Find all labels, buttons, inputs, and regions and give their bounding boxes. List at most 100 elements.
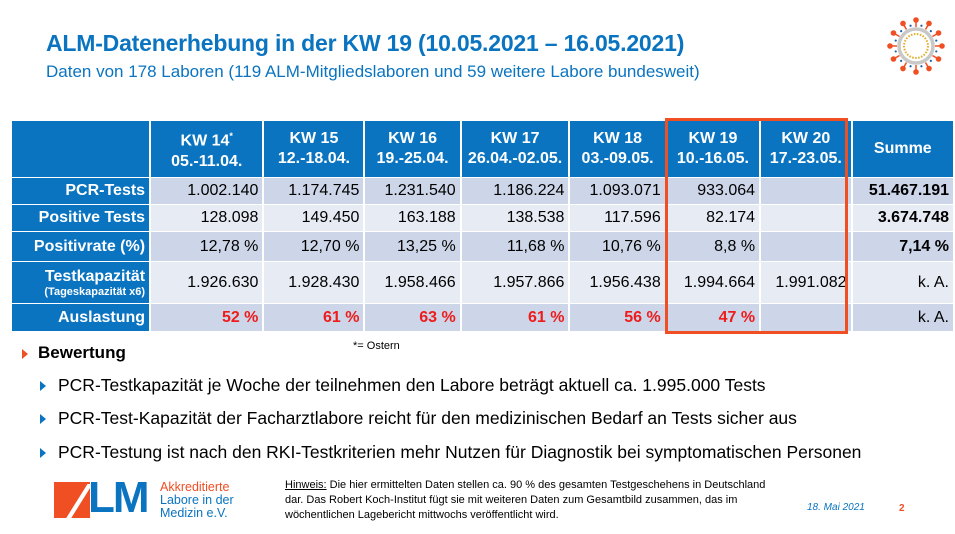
table-row-positive-tests: Positive Tests 128.098 149.450 163.188 1… <box>12 205 953 231</box>
table-cell: 10,76 % <box>570 232 665 261</box>
column-dates: 26.04.-02.05. <box>467 150 563 167</box>
table-cell: 52 % <box>151 304 263 331</box>
column-header-summe: Summe <box>852 121 953 177</box>
table-cell: 56 % <box>570 304 665 331</box>
table-corner-cell <box>12 121 150 177</box>
table-sum-cell: k. A. <box>852 304 953 331</box>
hint-note: Hinweis: Die hier ermittelten Daten stel… <box>285 478 785 523</box>
table-sum-cell: 3.674.748 <box>852 205 953 231</box>
table-row-testkapazitaet: Testkapazität (Tageskapazität x6) 1.926.6… <box>12 262 953 303</box>
logo-line-1: Akkreditierte <box>160 480 230 494</box>
orange-arrow-bullet-icon <box>22 348 28 359</box>
column-header-kw16: KW 16 19.-25.04. <box>365 121 460 177</box>
column-kw: KW 14 <box>180 132 230 150</box>
table-cell: 163.188 <box>365 205 460 231</box>
hint-text: Die hier ermittelten Daten stellen ca. 9… <box>285 479 766 521</box>
logo-letters: LM <box>88 473 150 522</box>
page-title: ALM-Datenerhebung in der KW 19 (10.05.20… <box>46 30 685 56</box>
table-cell: 13,25 % <box>365 232 460 261</box>
column-header-kw17: KW 17 26.04.-02.05. <box>461 121 569 177</box>
table-cell: 1.231.540 <box>365 178 460 204</box>
column-header-kw15: KW 15 12.-18.04. <box>264 121 364 177</box>
footnote-ostern: *= Ostern <box>353 340 400 352</box>
table-cell: 8,8 % <box>666 232 760 261</box>
table-cell <box>761 205 851 231</box>
table-cell <box>761 232 851 261</box>
blue-arrow-bullet-icon <box>40 448 46 459</box>
table-cell: 1.956.438 <box>570 262 665 303</box>
column-dates: 10.-16.05. <box>676 150 749 167</box>
bullet-text: PCR-Testkapazität je Woche der teilnehme… <box>58 375 766 395</box>
logo-line-2: Labore in der <box>160 493 234 507</box>
table-cell: 82.174 <box>666 205 760 231</box>
table-row-auslastung: Auslastung 52 % 61 % 63 % 61 % 56 % 47 %… <box>12 304 953 331</box>
assessment-heading: Bewertung <box>22 343 126 363</box>
column-kw: KW 18 <box>593 130 643 147</box>
column-dates: 05.-11.04. <box>171 152 243 170</box>
table-cell: 933.064 <box>666 178 760 204</box>
table-row-pcr-tests: PCR-Tests 1.002.140 1.174.745 1.231.540 … <box>12 178 953 204</box>
column-header-kw20: KW 20 17.-23.05. <box>761 121 851 177</box>
table-cell: 61 % <box>461 304 569 331</box>
table-cell: 1.093.071 <box>570 178 665 204</box>
virus-icon <box>887 17 945 75</box>
row-sublabel: (Tageskapazität x6) <box>44 285 146 298</box>
column-header-kw14: KW 14* 05.-11.04. <box>151 121 263 177</box>
bullet-text: PCR-Testung ist nach den RKI-Testkriteri… <box>58 442 862 462</box>
column-kw: KW 16 <box>388 130 437 147</box>
logo-a-mark-icon <box>54 482 93 528</box>
table-cell: 12,70 % <box>264 232 364 261</box>
table-cell: 149.450 <box>264 205 364 231</box>
blue-arrow-bullet-icon <box>40 381 46 392</box>
table-cell: 117.596 <box>570 205 665 231</box>
table-cell: 63 % <box>365 304 460 331</box>
alm-logo: LM Akkreditierte Labore in der Medizin e… <box>54 474 264 528</box>
assessment-bullet: PCR-Testung ist nach den RKI-Testkriteri… <box>40 442 861 463</box>
table-cell: 138.538 <box>461 205 569 231</box>
column-dates: 19.-25.04. <box>376 150 449 167</box>
assessment-heading-text: Bewertung <box>38 343 126 362</box>
table-row-positivrate: Positivrate (%) 12,78 % 12,70 % 13,25 % … <box>12 232 953 261</box>
hint-label: Hinweis: <box>285 479 327 491</box>
table-cell: 1.957.866 <box>461 262 569 303</box>
table-cell: 1.002.140 <box>151 178 263 204</box>
table-cell: 1.926.630 <box>151 262 263 303</box>
table-cell: 1.994.664 <box>666 262 760 303</box>
row-label-main: Testkapazität <box>44 267 146 285</box>
table-cell: 128.098 <box>151 205 263 231</box>
bullet-text: PCR-Test-Kapazität der Facharztlabore re… <box>58 408 797 428</box>
logo-line-3: Medizin e.V. <box>160 506 228 520</box>
table-cell: 47 % <box>666 304 760 331</box>
row-label: Positive Tests <box>12 205 150 231</box>
row-label: Positivrate (%) <box>12 232 150 261</box>
page-subtitle: Daten von 178 Laboren (119 ALM-Mitglieds… <box>46 62 700 81</box>
table-cell <box>761 304 851 331</box>
lab-data-table: KW 14* 05.-11.04. KW 15 12.-18.04. KW 16 19… <box>10 120 955 332</box>
blue-arrow-bullet-icon <box>40 414 46 425</box>
table-cell: 61 % <box>264 304 364 331</box>
column-kw: KW 20 <box>781 130 831 147</box>
table-cell <box>761 178 851 204</box>
table-header-row: KW 14* 05.-11.04. KW 15 12.-18.04. KW 16 19… <box>12 121 953 177</box>
page-number: 2 <box>899 503 905 514</box>
column-dates: 17.-23.05. <box>769 150 842 167</box>
column-mark: * <box>229 131 233 142</box>
logo-text: Akkreditierte Labore in der Medizin e.V. <box>160 481 234 520</box>
assessment-bullet: PCR-Test-Kapazität der Facharztlabore re… <box>40 408 797 429</box>
column-header-kw18: KW 18 03.-09.05. <box>570 121 665 177</box>
table-cell: 1.174.745 <box>264 178 364 204</box>
table-cell: 1.928.430 <box>264 262 364 303</box>
table-cell: 1.186.224 <box>461 178 569 204</box>
slide-date: 18. Mai 2021 <box>807 502 865 513</box>
column-dates: 12.-18.04. <box>277 150 350 167</box>
table-cell: 1.958.466 <box>365 262 460 303</box>
row-label: Testkapazität (Tageskapazität x6) <box>12 262 150 303</box>
column-header-kw19: KW 19 10.-16.05. <box>666 121 760 177</box>
row-label: PCR-Tests <box>12 178 150 204</box>
table-cell: 1.991.082 <box>761 262 851 303</box>
assessment-bullet: PCR-Testkapazität je Woche der teilnehme… <box>40 375 766 396</box>
column-dates: 03.-09.05. <box>581 150 654 167</box>
column-kw: KW 15 <box>289 130 339 147</box>
table-cell: 11,68 % <box>461 232 569 261</box>
column-kw: KW 17 <box>490 130 540 147</box>
